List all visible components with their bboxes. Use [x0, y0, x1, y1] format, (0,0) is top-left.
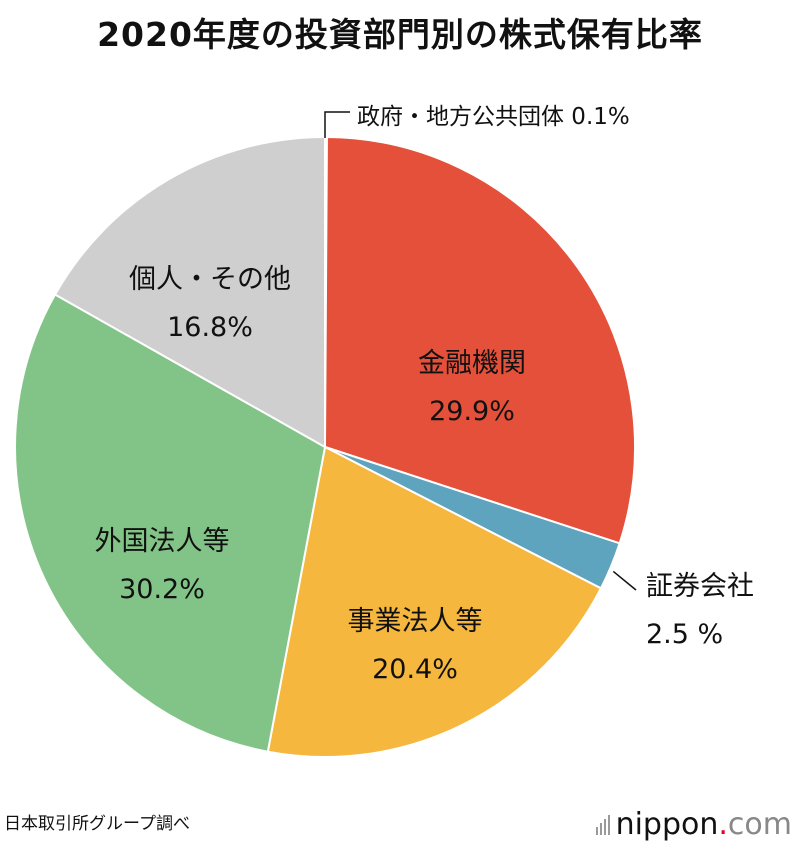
- logo-name: nippon: [615, 807, 719, 842]
- slice-value: 20.4%: [372, 654, 458, 685]
- slice-value: 2.5 %: [646, 619, 723, 650]
- slice-label: 事業法人等: [348, 606, 483, 637]
- pie-slice: [266, 445, 603, 758]
- callout-line: [324, 111, 350, 138]
- callout-line: [612, 570, 637, 591]
- nippon-logo: nippon. com: [595, 807, 792, 842]
- slice-label: 金融機関: [418, 348, 526, 379]
- source-note: 日本取引所グループ調べ: [4, 814, 190, 834]
- slice-label: 個人・その他: [129, 264, 291, 295]
- slice-value: 16.8%: [167, 312, 253, 343]
- logo-dot: .: [718, 807, 728, 842]
- slice-value: 30.2%: [119, 574, 205, 605]
- slice-label: 政府・地方公共団体 0.1%: [357, 104, 630, 130]
- logo-tld: com: [727, 807, 792, 842]
- chart-title: 2020年度の投資部門別の株式保有比率: [97, 15, 703, 54]
- slice-value: 29.9%: [429, 396, 515, 427]
- pie-slice: [53, 135, 326, 449]
- pie-slice: [323, 135, 636, 545]
- logo-bars-icon: [595, 814, 610, 835]
- pie-slice: [14, 293, 327, 753]
- slice-label: 証券会社: [646, 571, 754, 602]
- slice-label: 外国法人等: [95, 526, 230, 557]
- pie-chart: 金融機関 29.9% 事業法人等 20.4% 外国法人等 30.2% 個人・その他 16.8%…: [14, 104, 754, 758]
